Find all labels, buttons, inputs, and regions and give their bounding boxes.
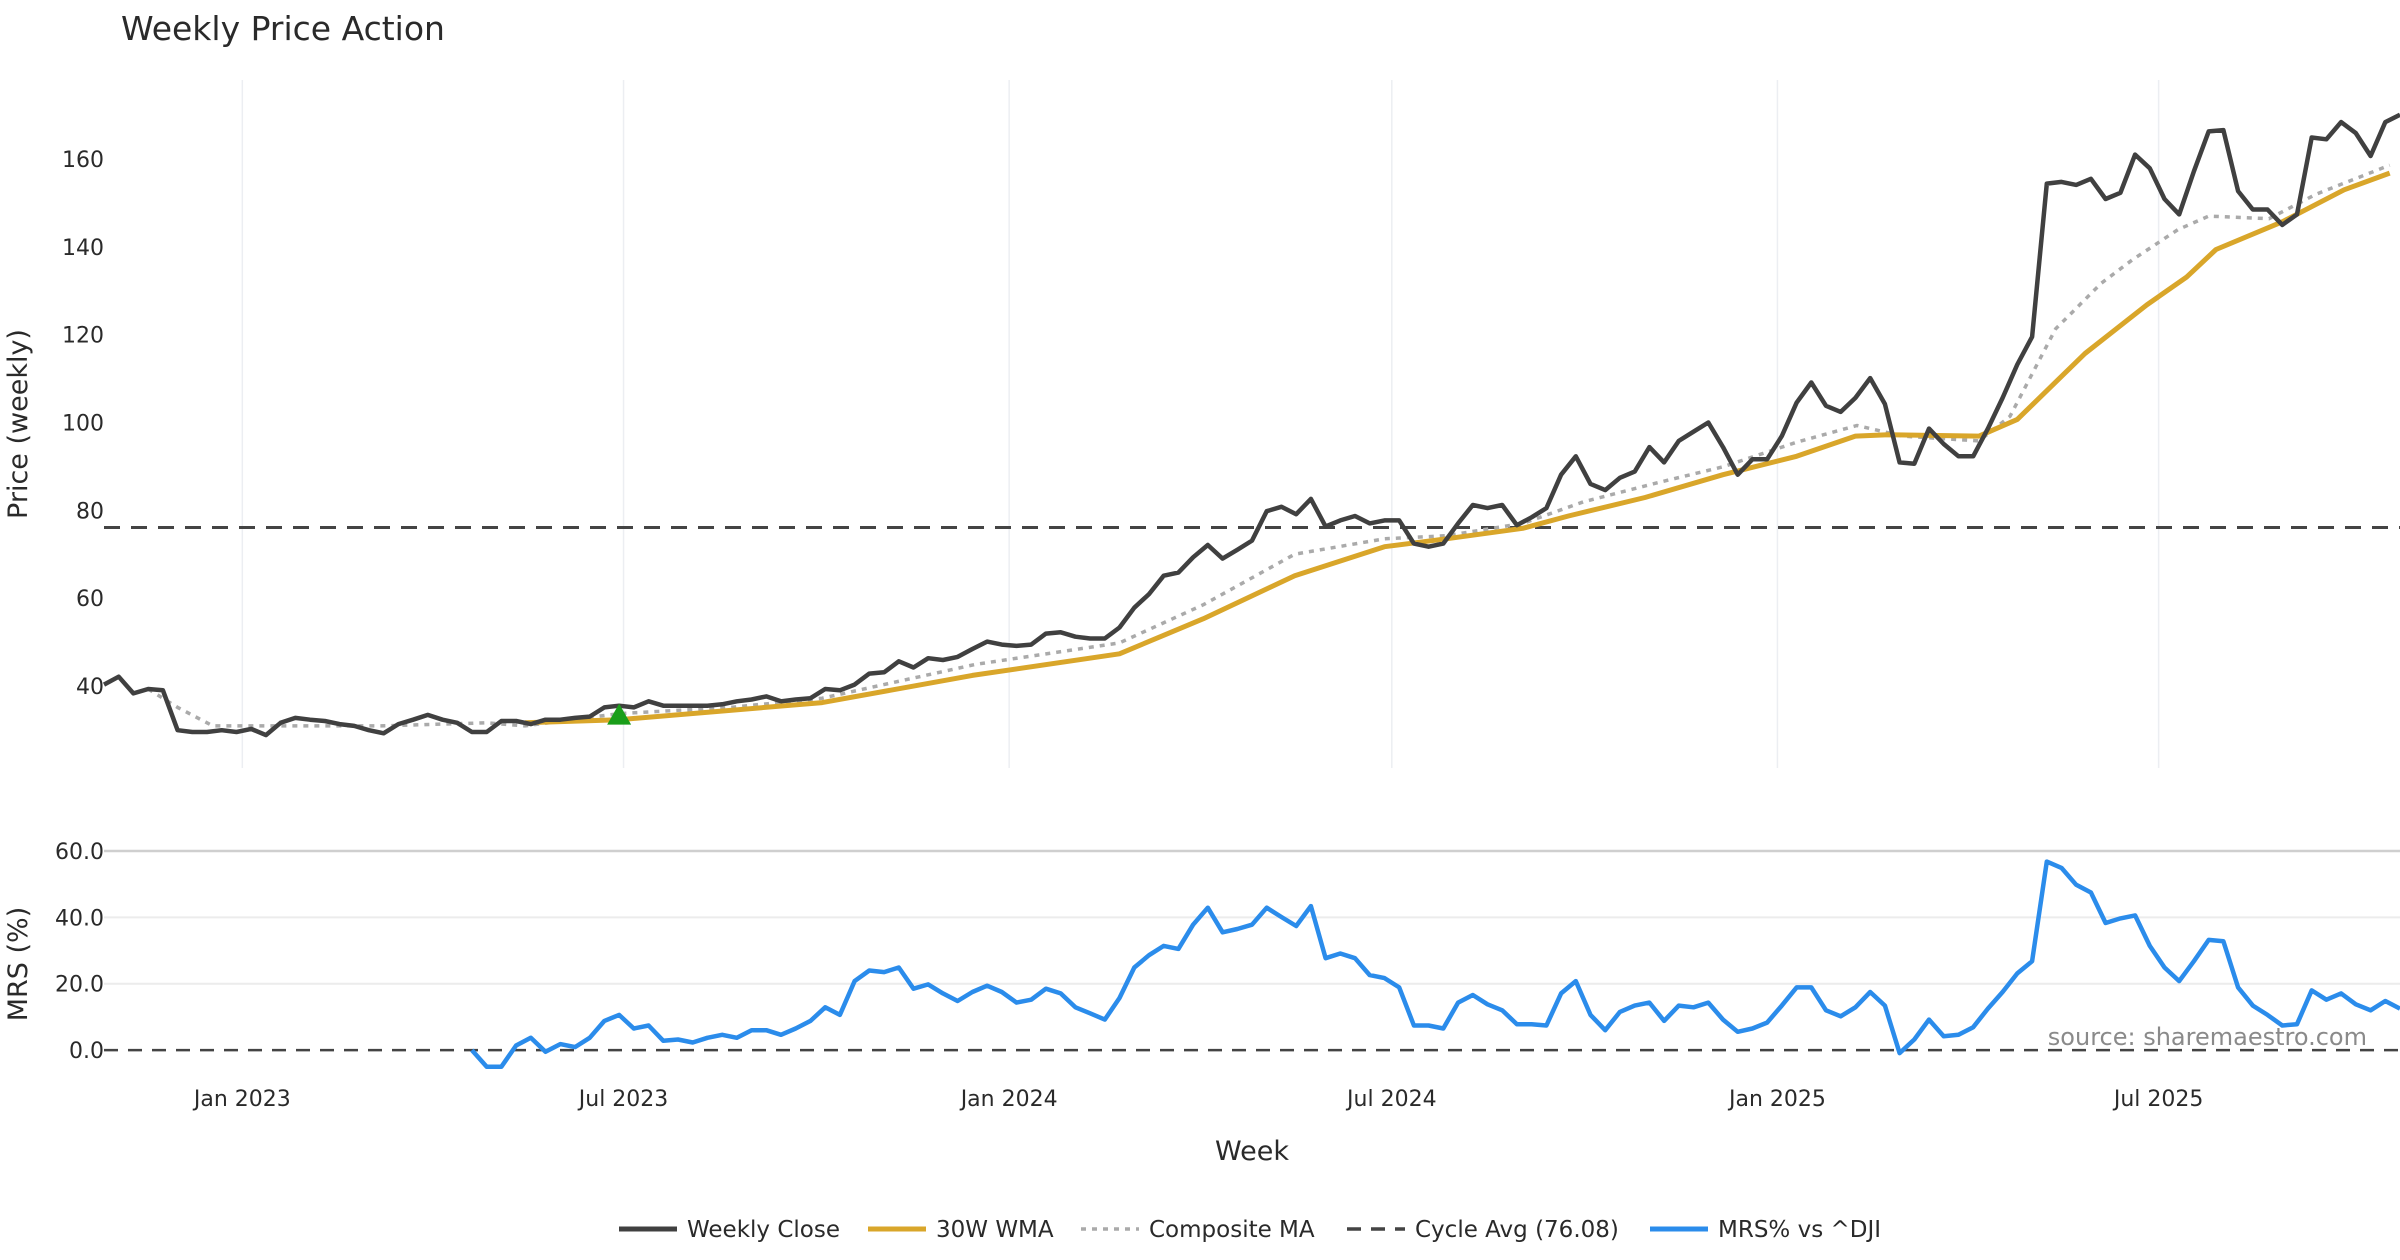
mrs-y-tick-label: 60.0 [55,840,104,865]
legend-label: 30W WMA [936,1217,1054,1243]
price-y-axis-label: Price (weekly) [3,329,34,519]
price-y-tick-label: 120 [62,324,104,349]
mrs-series [470,859,2400,1069]
x-tick-label: Jul 2023 [577,1087,669,1112]
price-y-tick-label: 140 [62,236,104,261]
legend-label: Composite MA [1149,1217,1315,1243]
composite-ma-line [147,163,2391,728]
mrs-y-ticks: 0.0 20.0 40.0 60.0 [55,840,104,1064]
x-tick-label: Jan 2025 [1727,1087,1826,1112]
price-y-tick-label: 60 [76,587,104,612]
price-y-ticks: 40 60 80 100 120 140 160 [62,148,104,700]
weekly-close-line [102,112,2400,738]
legend-label: MRS% vs ^DJI [1718,1217,1881,1243]
source-annotation: source: sharemaestro.com [2048,1023,2367,1051]
legend-item: 30W WMA [868,1217,1054,1243]
buy-signal-triangle-marker [607,703,632,725]
mrs-y-tick-label: 0.0 [69,1039,104,1064]
mrs-y-tick-label: 20.0 [55,973,104,998]
price-y-tick-label: 100 [62,411,104,436]
x-axis-label: Week [1215,1136,1289,1167]
price-grid [241,80,2160,768]
legend-label: Weekly Close [687,1217,840,1243]
x-tick-label: Jan 2023 [192,1087,291,1112]
mrs-line [470,859,2400,1069]
legend-item: Composite MA [1081,1217,1315,1243]
legend-label: Cycle Avg (76.08) [1415,1217,1619,1243]
price-series [102,112,2400,738]
mrs-grid [104,849,2400,1052]
x-tick-label: Jul 2025 [2112,1087,2204,1112]
legend-item: Cycle Avg (76.08) [1347,1217,1619,1243]
price-y-tick-label: 40 [76,675,104,700]
mrs-y-tick-label: 40.0 [55,906,104,931]
legend-item: MRS% vs ^DJI [1650,1217,1881,1243]
x-tick-label: Jul 2024 [1345,1087,1437,1112]
legend: Weekly Close 30W WMA Composite MA Cycle Avg… [619,1217,1881,1243]
price-y-tick-label: 80 [76,499,104,524]
x-tick-label: Jan 2024 [959,1087,1058,1112]
x-ticks: Jan 2023 Jul 2023 Jan 2024 Jul 2024 Jan 2025… [192,1087,2203,1112]
wma-30w-line [524,170,2391,726]
mrs-y-axis-label: MRS (%) [3,907,34,1022]
price-y-tick-label: 160 [62,148,104,173]
chart-title: Weekly Price Action [121,9,445,48]
legend-item: Weekly Close [619,1217,840,1243]
